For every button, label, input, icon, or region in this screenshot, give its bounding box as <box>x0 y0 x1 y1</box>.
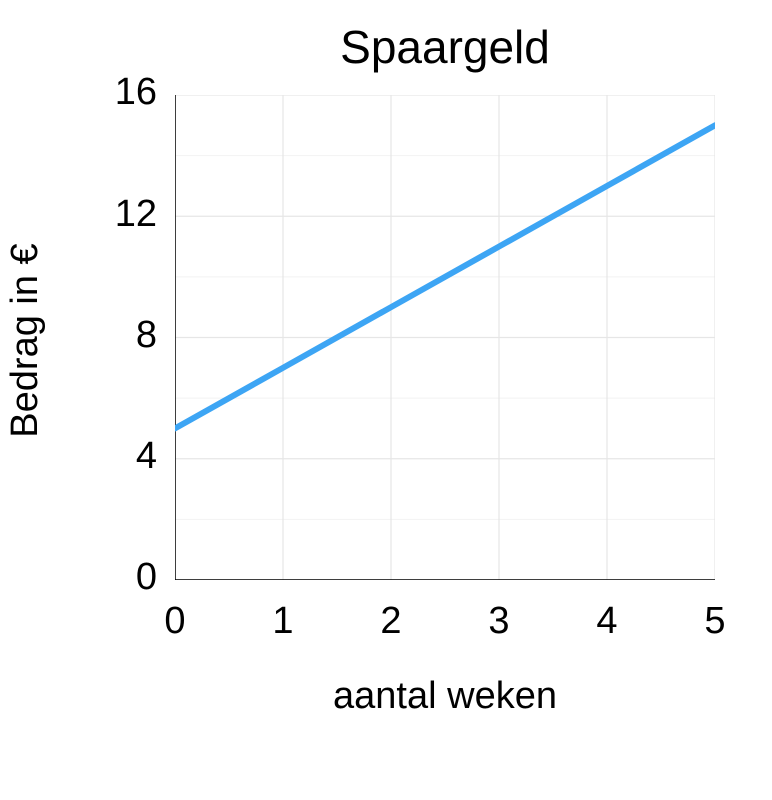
y-tick-label: 4 <box>136 435 157 478</box>
chart-title: Spaargeld <box>175 20 715 74</box>
x-tick-label: 3 <box>484 600 514 643</box>
y-tick-label: 12 <box>115 193 157 236</box>
plot-svg <box>175 95 715 580</box>
plot-area <box>175 95 715 580</box>
x-tick-label: 4 <box>592 600 622 643</box>
x-tick-label: 1 <box>268 600 298 643</box>
y-tick-label: 0 <box>136 556 157 599</box>
y-axis-label: Bedrag in € <box>4 98 47 583</box>
x-tick-label: 0 <box>160 600 190 643</box>
x-axis-label: aantal weken <box>175 675 715 718</box>
y-tick-label: 8 <box>136 314 157 357</box>
x-tick-label: 5 <box>700 600 730 643</box>
chart-container: Spaargeld Bedrag in € aantal weken 04812… <box>0 0 772 800</box>
x-tick-label: 2 <box>376 600 406 643</box>
y-tick-label: 16 <box>115 71 157 114</box>
